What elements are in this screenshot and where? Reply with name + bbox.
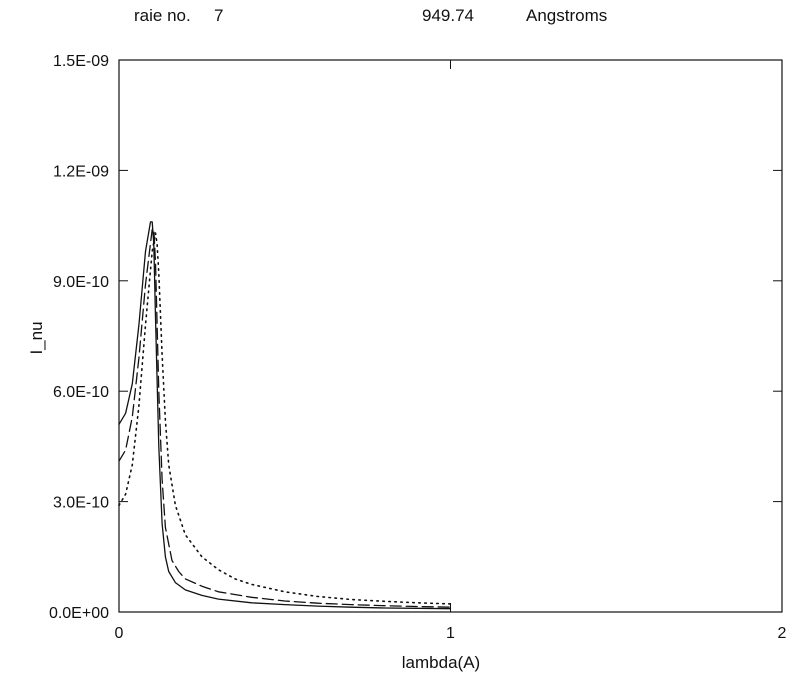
series-line-dotted (118, 232, 452, 605)
x-tick-label: 1 (446, 625, 455, 642)
x-tick-label: 2 (778, 625, 787, 642)
plot-frame (118, 59, 783, 613)
tick-marks (118, 59, 783, 613)
series-line-solid (118, 221, 452, 610)
header-wavelength: 949.74 (422, 6, 474, 25)
header-number: 7 (214, 6, 224, 25)
y-axis-label: I_nu (27, 321, 46, 354)
header-label: raie no. (134, 6, 191, 25)
tick-labels: 0.0E+00 3.0E-10 6.0E-10 9.0E-10 1.2E-09 1.5E-… (49, 53, 787, 642)
series-lines (118, 221, 452, 610)
series-line-dashed (118, 228, 452, 608)
x-tick-label: 0 (115, 625, 124, 642)
y-tick-label: 9.0E-10 (53, 274, 109, 291)
y-tick-label: 6.0E-10 (53, 384, 109, 401)
x-axis-label: lambda(A) (402, 653, 480, 672)
y-tick-label: 3.0E-10 (53, 495, 109, 512)
y-tick-label: 1.2E-09 (53, 163, 109, 180)
y-tick-label: 0.0E+00 (49, 605, 109, 622)
header-unit: Angstroms (526, 6, 608, 25)
y-tick-label: 1.5E-09 (53, 53, 109, 70)
